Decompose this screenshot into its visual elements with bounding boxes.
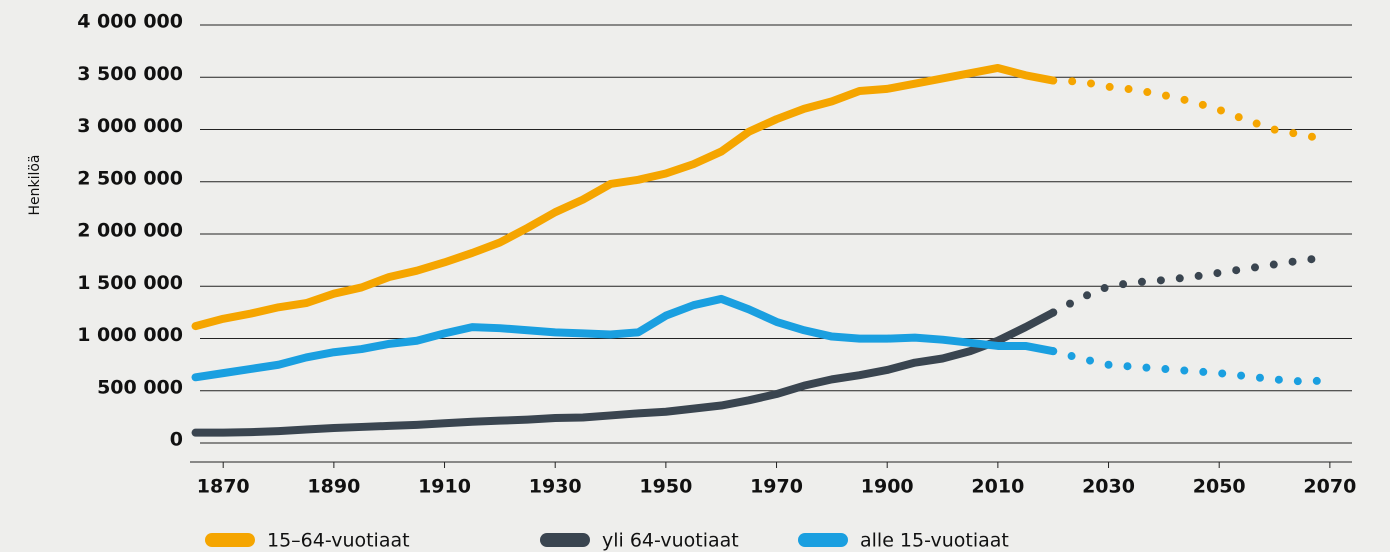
series-line (196, 68, 1054, 326)
forecast-line (1053, 81, 1330, 141)
y-tick-label: 4 000 000 (77, 11, 183, 33)
legend-swatch (798, 533, 848, 547)
x-tick-label: 2030 (1082, 476, 1135, 498)
legend-swatch (540, 533, 590, 547)
y-tick-label: 1 500 000 (77, 272, 183, 294)
forecast-line (1053, 351, 1330, 381)
forecast-line (1053, 257, 1330, 312)
y-tick-label: 1 000 000 (77, 324, 183, 346)
y-tick-label: 3 500 000 (77, 63, 183, 85)
x-tick-label: 1890 (307, 476, 360, 498)
x-tick-label: 2070 (1303, 476, 1356, 498)
y-axis-label: Henkilöä (27, 154, 43, 215)
x-tick-label: 1930 (529, 476, 582, 498)
legend-swatch (205, 533, 255, 547)
legend-label: alle 15-vuotiaat (860, 530, 1009, 552)
x-tick-label: 1900 (861, 476, 914, 498)
legend-label: yli 64-vuotiaat (602, 530, 739, 552)
y-tick-label: 3 000 000 (77, 115, 183, 137)
x-tick-label: 1910 (418, 476, 471, 498)
y-tick-label: 500 000 (97, 376, 183, 398)
chart: Henkilöä 0 500 000 1 000 000 1 500 000 2 000… (0, 0, 1390, 552)
y-tick-label: 2 500 000 (77, 167, 183, 189)
page: {"chart_data": {"type": "line", "ylabel"… (0, 0, 1390, 552)
x-tick-label: 2010 (971, 476, 1024, 498)
x-tick-label: 1950 (639, 476, 692, 498)
y-tick-label: 0 (170, 429, 183, 451)
x-tick-label: 1970 (750, 476, 803, 498)
x-tick-label: 2050 (1193, 476, 1246, 498)
y-tick-label: 2 000 000 (77, 220, 183, 242)
x-tick-label: 1870 (197, 476, 250, 498)
legend-label: 15–64-vuotiaat (267, 530, 410, 552)
